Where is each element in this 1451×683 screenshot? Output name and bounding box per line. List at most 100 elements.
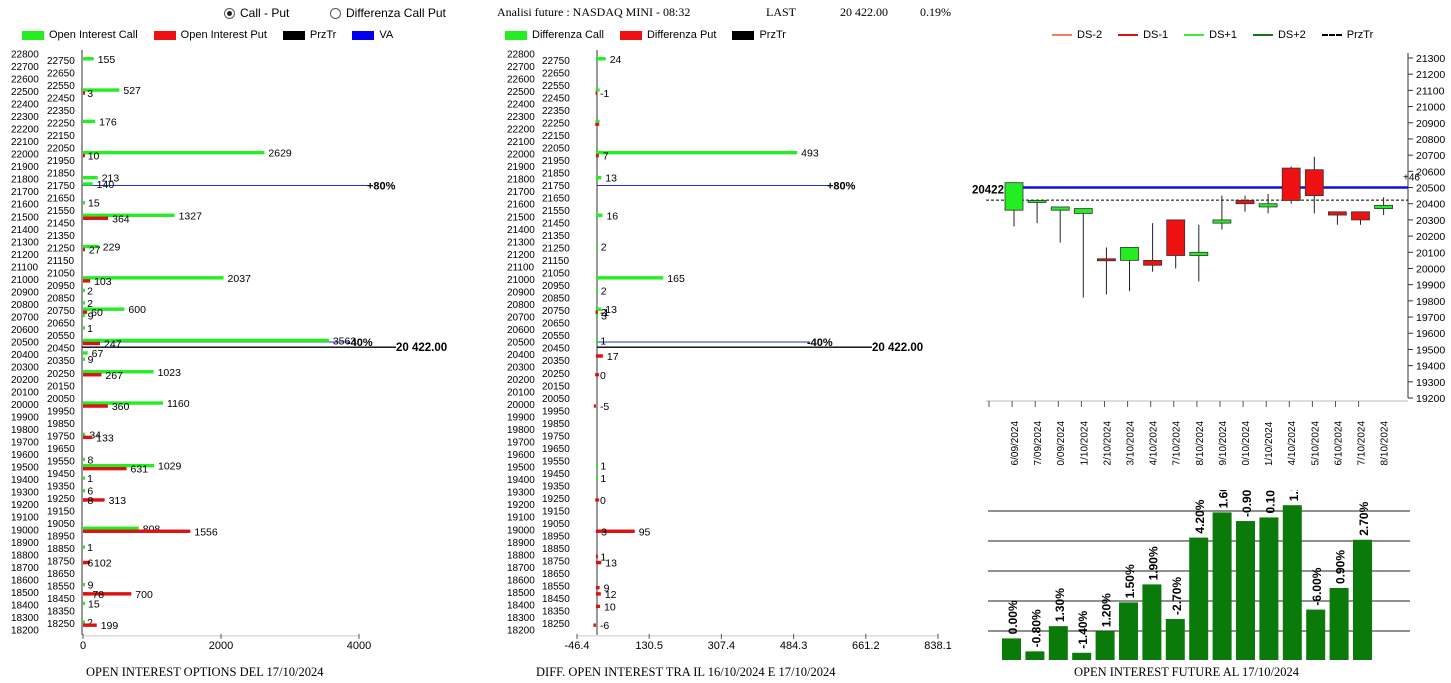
date-label: 02/10/2024 [1102, 421, 1113, 465]
strike-tick-label: 20900 [11, 287, 39, 298]
x-tick-label: 2000 [209, 640, 233, 652]
strike-tick-label: 20450 [542, 344, 570, 355]
radio-unselected-icon[interactable] [330, 7, 341, 19]
date-label: 07/10/2024 [1172, 421, 1183, 465]
legend-item: DS-2 [1052, 29, 1102, 41]
put-bar [595, 529, 635, 533]
future-bar-label: 0.10% [1263, 490, 1277, 513]
strike-tick-label: 18900 [507, 538, 535, 549]
strike-tick-label: 19550 [47, 456, 75, 467]
candle-body [1166, 219, 1186, 256]
call-bar-label: 3 [601, 310, 607, 322]
call-bar [83, 176, 98, 180]
date-label: 08/10/2024 [1195, 421, 1206, 465]
strike-tick-label: 22550 [47, 81, 75, 92]
date-label: 01/10/2024 [1079, 421, 1090, 465]
call-bar [83, 119, 96, 124]
put-bar-label: 3 [601, 526, 607, 538]
strike-tick-label: 22250 [47, 118, 75, 129]
strike-tick-label: 19350 [542, 481, 570, 492]
candle-body [1097, 258, 1116, 262]
radio-differenza[interactable]: Differenza Call Put [330, 6, 446, 20]
strike-tick-label: 21850 [542, 168, 570, 179]
call-bar-label: 15 [88, 598, 100, 610]
strike-tick-label: 21350 [47, 231, 75, 242]
call-bar [595, 176, 602, 180]
future-bar [1072, 652, 1092, 660]
legend-swatch [619, 30, 642, 40]
call-bar-label: 1 [600, 473, 606, 485]
call-bar-label: 2 [601, 242, 607, 254]
date-label: 27/09/2024 [1033, 421, 1044, 465]
call-bar-label: 1023 [158, 367, 182, 379]
strike-tick-label: 18300 [507, 613, 535, 624]
call-bar-label: 1327 [179, 210, 203, 222]
call-bar [83, 276, 224, 280]
strike-tick-label: 18350 [47, 607, 75, 618]
put-bar-label: -1 [600, 88, 609, 100]
strike-tick-label: 18650 [47, 569, 75, 580]
future-bar-label: 1.60% [1217, 490, 1231, 508]
date-label: 14/10/2024 [1287, 421, 1298, 465]
price-tick-label: 20300 [1416, 215, 1445, 227]
candlestick-chart: 19200 19300 19400 19500 19600 19700 19800 19900… [972, 53, 1445, 465]
call-bar [83, 57, 94, 61]
price-tick-label: 19600 [1416, 328, 1445, 340]
future-bar-label: -0.80% [1029, 609, 1043, 647]
put-small-bar [595, 373, 600, 377]
call-bar [83, 244, 99, 249]
call-bar-label: 155 [98, 54, 116, 66]
put-bar-label: 10 [88, 151, 100, 163]
strike-tick-label: 20550 [47, 331, 75, 342]
strike-tick-label: 22100 [507, 137, 535, 148]
strike-tick-label: 22050 [542, 143, 570, 154]
strike-tick-label: 18650 [542, 569, 570, 580]
radio-selected-icon[interactable] [224, 7, 235, 19]
candle-body [1212, 219, 1232, 224]
strike-tick-label: 22050 [47, 143, 75, 154]
call-bar [83, 432, 86, 437]
diff-open-interest-chart: 2280022750227002265022600225502250022450… [507, 50, 952, 652]
strike-tick-label: 21500 [507, 212, 535, 223]
strike-tick-label: 20500 [507, 337, 535, 348]
strike-tick-label: 21050 [47, 269, 75, 280]
candle-body [1327, 211, 1347, 216]
strike-tick-label: 19100 [507, 513, 535, 524]
strike-tick-label: 21300 [507, 237, 535, 248]
strike-tick-label: 22550 [542, 81, 570, 92]
date-label: 18/10/2024 [1380, 421, 1391, 465]
legend-swatch [22, 30, 44, 40]
call-bar [595, 476, 598, 480]
strike-tick-label: 18400 [11, 600, 39, 611]
call-bar-label: 6 [87, 486, 93, 498]
call-bar-label: 34 [89, 429, 101, 441]
strike-tick-label: 19500 [11, 463, 39, 474]
strike-tick-label: 19800 [507, 425, 535, 436]
legend-label: DS+2 [1277, 29, 1306, 41]
future-bar [1142, 584, 1162, 660]
put-bar-label: 3 [87, 88, 93, 100]
put-bar [595, 592, 601, 596]
put-bar [83, 341, 101, 346]
call-bar [83, 526, 139, 530]
put-bar [595, 585, 600, 590]
strike-tick-label: 20250 [47, 369, 75, 380]
candle-body [1351, 211, 1370, 221]
put-bar-label: 6 [87, 558, 93, 570]
call-bar [83, 463, 155, 468]
legend-oi: Open Interest Call Open Interest Put Prz… [22, 29, 409, 41]
x-tick-label: 130.5 [635, 640, 663, 652]
put-bar [83, 279, 91, 283]
put-bar-label: -6 [600, 620, 609, 632]
radio-call-put[interactable]: Call - Put [224, 6, 289, 20]
call-bar [83, 338, 329, 343]
candle-body [1258, 203, 1278, 208]
put-bar [83, 435, 93, 440]
put-bar-label: 313 [109, 495, 127, 507]
future-bar [1119, 602, 1138, 660]
va-low-label: -40% [347, 337, 373, 349]
put-bar [595, 91, 598, 95]
call-bar [83, 301, 85, 305]
strike-tick-label: 19300 [11, 488, 39, 499]
put-small-bar [595, 498, 600, 502]
